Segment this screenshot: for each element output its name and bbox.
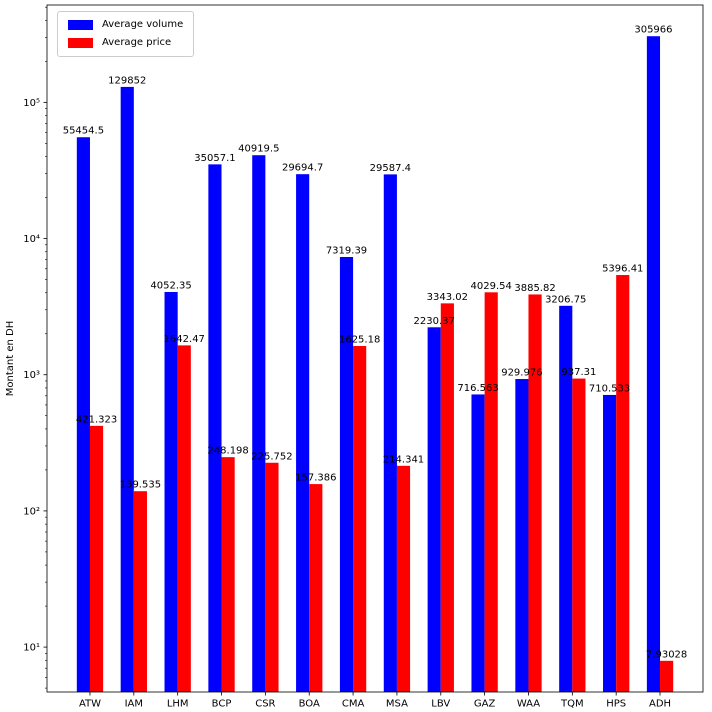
bar-volume-LHM: [164, 291, 178, 692]
y-axis-label: Montant en DH: [5, 321, 16, 396]
x-tick-label-GAZ: GAZ: [474, 699, 496, 710]
bar-value-label-volume-ADH: 305966: [634, 25, 672, 36]
bar-price-CMA: [353, 346, 367, 692]
x-tick-label-CSR: CSR: [255, 699, 275, 710]
bar-price-WAA: [528, 294, 542, 692]
bar-volume-MSA: [383, 174, 397, 692]
bar-volume-ADH: [646, 36, 661, 692]
bar-price-BCP: [221, 457, 235, 692]
bar-volume-TQM: [559, 305, 573, 692]
bar-value-label-price-CMA: 1625.18: [339, 335, 380, 346]
x-tick-label-BOA: BOA: [299, 699, 320, 710]
x-tick-label-ADH: ADH: [649, 699, 671, 710]
bar-price-ADH: [660, 660, 674, 692]
bar-value-label-price-CSR: 225.752: [251, 451, 292, 462]
bar-volume-BOA: [296, 174, 310, 692]
bar-price-LBV: [440, 303, 454, 692]
x-tick-label-HPS: HPS: [606, 699, 626, 710]
bar-price-LHM: [177, 345, 191, 692]
x-tick-label-WAA: WAA: [517, 699, 540, 710]
bar-volume-WAA: [515, 379, 529, 692]
legend: Average volume Average price: [57, 11, 195, 57]
bar-value-label-volume-WAA: 929.976: [501, 368, 542, 379]
legend-label-average-volume: Average volume: [102, 19, 184, 30]
bar-volume-CMA: [339, 257, 354, 692]
bar-price-BOA: [309, 484, 323, 692]
bar-value-label-volume-IAM: 129852: [108, 75, 146, 86]
bar-value-label-price-ATW: 421.323: [76, 414, 117, 425]
bar-value-label-volume-BOA: 29694.7: [282, 163, 323, 174]
x-tick-label-TQM: TQM: [560, 699, 584, 710]
bar-value-label-price-WAA: 3885.82: [514, 283, 555, 294]
bar-volume-GAZ: [471, 394, 485, 692]
bar-value-label-price-HPS: 5396.41: [602, 264, 643, 275]
x-tick-label-ATW: ATW: [79, 699, 101, 710]
bar-value-label-volume-LHM: 4052.35: [150, 280, 191, 291]
bar-value-label-volume-MSA: 29587.4: [370, 163, 411, 174]
legend-item-average-volume: Average volume: [68, 20, 183, 30]
x-tick-label-CMA: CMA: [342, 699, 365, 710]
x-tick-label-LHM: LHM: [167, 699, 189, 710]
legend-swatch-price-icon: [68, 38, 93, 48]
bar-price-TQM: [572, 378, 586, 692]
y-tick-label-10: 10¹: [23, 643, 40, 654]
x-tick-label-MSA: MSA: [386, 699, 408, 710]
bar-volume-BCP: [208, 164, 222, 692]
bar-value-label-volume-HPS: 710.533: [589, 383, 630, 394]
bar-value-label-volume-CSR: 40919.5: [238, 144, 279, 155]
bar-volume-IAM: [120, 86, 134, 692]
bar-value-label-price-ADH: 7.93028: [646, 649, 687, 660]
y-tick-label-100: 10²: [23, 506, 40, 517]
x-tick-label-IAM: IAM: [125, 699, 143, 710]
bar-value-label-price-IAM: 139.535: [120, 480, 161, 491]
bar-value-label-volume-CMA: 7319.39: [326, 246, 367, 257]
bar-value-label-volume-TQM: 3206.75: [545, 294, 586, 305]
bar-price-GAZ: [484, 292, 498, 692]
bar-price-MSA: [396, 465, 411, 692]
x-tick-label-BCP: BCP: [212, 699, 232, 710]
legend-item-average-price: Average price: [68, 38, 183, 48]
bar-value-label-price-TQM: 937.31: [561, 367, 596, 378]
bar-value-label-volume-LBV: 2230.37: [414, 316, 455, 327]
bar-price-IAM: [133, 491, 147, 692]
bar-volume-HPS: [603, 394, 617, 692]
bar-price-HPS: [616, 275, 630, 692]
plot-border: [46, 4, 704, 693]
legend-swatch-volume-icon: [68, 20, 93, 30]
bar-value-label-price-BOA: 157.386: [295, 473, 336, 484]
bar-value-label-price-LHM: 1642.47: [164, 334, 205, 345]
bar-value-label-price-MSA: 214.341: [383, 454, 424, 465]
bar-volume-CSR: [252, 155, 266, 692]
bar-volume-ATW: [76, 137, 90, 692]
bar-value-label-price-GAZ: 4029.54: [471, 281, 512, 292]
y-tick-label-10000: 10⁴: [23, 234, 40, 245]
y-tick-label-100000: 10⁵: [23, 98, 40, 109]
x-tick-label-LBV: LBV: [431, 699, 450, 710]
bar-price-CSR: [265, 462, 279, 692]
bar-value-label-volume-BCP: 35057.1: [194, 153, 235, 164]
bar-value-label-volume-GAZ: 716.563: [457, 383, 498, 394]
bar-value-label-price-LBV: 3343.02: [427, 292, 468, 303]
bar-value-label-volume-ATW: 55454.5: [63, 126, 104, 137]
legend-label-average-price: Average price: [102, 37, 172, 48]
bar-price-ATW: [89, 425, 104, 692]
bar-volume-LBV: [427, 327, 441, 692]
y-tick-label-1000: 10³: [23, 370, 40, 381]
bar-value-label-price-BCP: 248.198: [207, 446, 248, 457]
